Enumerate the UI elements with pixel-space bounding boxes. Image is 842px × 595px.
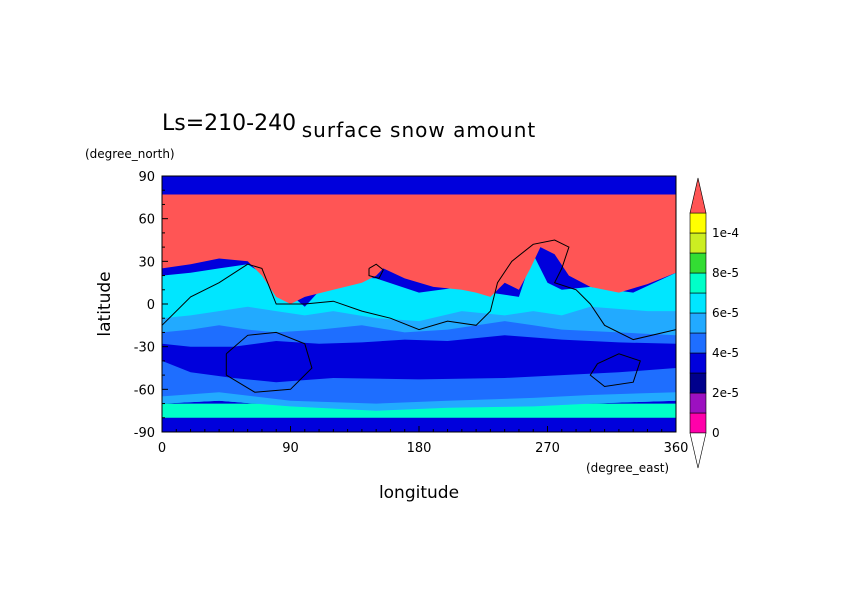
colorbar-label: 8e-5 [712, 266, 739, 280]
colorbar-label: 0 [712, 426, 720, 440]
colorbar-segment [689, 252, 707, 274]
colorbar-segment [689, 412, 707, 434]
colorbar-extend-bottom [689, 432, 707, 469]
colorbar-label: 4e-5 [712, 346, 739, 360]
coastline-contour-layer [162, 239, 676, 393]
colorbar-label: 1e-4 [712, 226, 739, 240]
y-axis: 90 60 30 0 -30 -60 -90 [134, 170, 168, 441]
contour-band-4 [162, 335, 676, 383]
x-unit-label: (degree_east) [586, 461, 669, 475]
contour-line-2 [225, 331, 313, 393]
y-axis-label: latitude [95, 271, 115, 336]
contour-band-0 [162, 403, 676, 418]
colorbar-segment [689, 332, 707, 354]
colorbar-extend-top [689, 177, 707, 214]
x-tick-label: 360 [664, 441, 689, 456]
y-unit-label: (degree_north) [85, 147, 175, 161]
colorbar-segment [689, 392, 707, 414]
plot-area [161, 175, 677, 433]
chart-subtitle: Ls=210-240 [162, 111, 296, 136]
colorbar-label: 2e-5 [712, 386, 739, 400]
colorbar-label: 6e-5 [712, 306, 739, 320]
x-tick-label: 90 [282, 441, 299, 456]
y-tick-label: 0 [147, 298, 155, 313]
y-tick-label: -90 [134, 426, 155, 441]
x-tick-label: 0 [158, 441, 166, 456]
colorbar-segment [689, 312, 707, 334]
x-tick-label: 180 [407, 441, 432, 456]
colorbar: 0 2e-5 4e-5 6e-5 8e-5 1e-4 [689, 177, 739, 469]
y-tick-label: -60 [134, 383, 155, 398]
x-axis-label: longitude [379, 483, 459, 503]
contour-line-1 [368, 263, 384, 279]
y-tick-label: 60 [138, 213, 155, 228]
colorbar-segment [689, 292, 707, 314]
contour-line-3 [589, 353, 641, 388]
colorbar-segment [689, 352, 707, 374]
contour-line-0 [162, 239, 676, 341]
filled-contour-layer [162, 194, 676, 418]
y-tick-label: 30 [138, 255, 155, 270]
colorbar-segment [689, 212, 707, 234]
x-axis: 0 90 180 270 360 [158, 426, 689, 456]
chart-title: surface snow amount [302, 118, 537, 142]
colorbar-segment [689, 272, 707, 294]
x-tick-label: 270 [535, 441, 560, 456]
colorbar-segment [689, 232, 707, 254]
contour-band-5 [162, 194, 676, 304]
y-tick-label: -30 [134, 341, 155, 356]
y-tick-label: 90 [138, 170, 155, 185]
colorbar-segment [689, 372, 707, 394]
